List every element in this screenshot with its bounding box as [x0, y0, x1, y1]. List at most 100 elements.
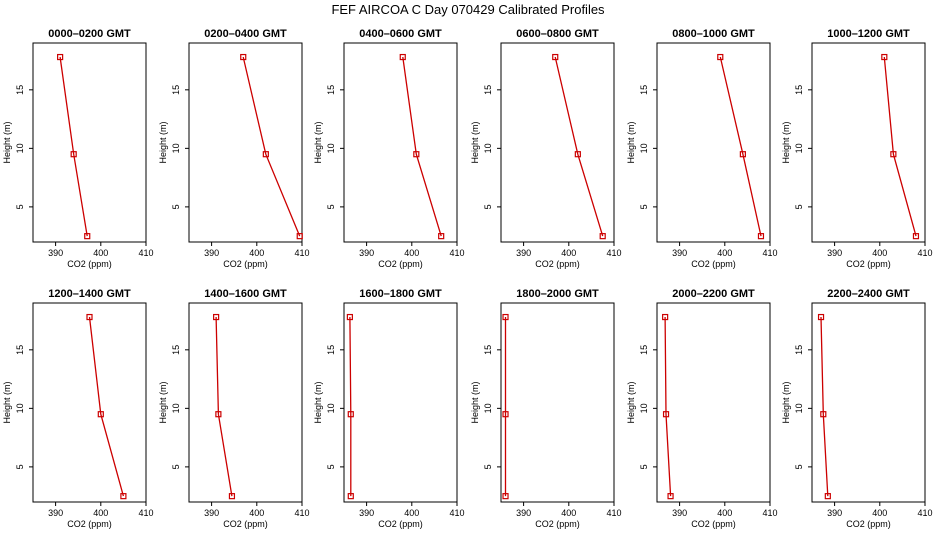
data-point-marker: [881, 53, 888, 61]
data-point-marker: [757, 233, 765, 240]
plot-frame: [811, 302, 926, 503]
panel-title: 1600–1800 GMT: [359, 288, 442, 300]
y-axis-label: Height (m): [158, 381, 168, 423]
plot-frame: [343, 302, 458, 503]
y-tick-label: 15: [639, 345, 649, 355]
plot-frame: [32, 42, 147, 243]
y-tick-label: 5: [794, 464, 804, 469]
x-axis-label: CO2 (ppm): [67, 519, 112, 529]
data-point-marker: [890, 151, 897, 158]
y-tick-label: 15: [15, 345, 25, 355]
y-tick-label: 15: [794, 345, 804, 355]
y-axis-label: Height (m): [470, 121, 480, 163]
profile-line: [59, 56, 88, 237]
data-point-marker: [824, 493, 831, 500]
data-point-marker: [817, 313, 825, 321]
data-point-marker: [438, 233, 445, 240]
y-tick-label: 10: [794, 143, 804, 153]
y-tick-label: 5: [171, 204, 181, 209]
x-tick-label: 390: [359, 248, 374, 258]
x-tick-label: 400: [561, 508, 576, 518]
x-tick-label: 400: [872, 248, 887, 258]
panel-title: 0400–0600 GMT: [359, 28, 442, 40]
profile-line: [554, 56, 604, 237]
y-axis-label: Height (m): [626, 381, 636, 423]
data-point-marker: [662, 411, 670, 418]
x-axis-label: CO2 (ppm): [691, 259, 736, 269]
plot-frame: [656, 302, 771, 503]
data-point-marker: [662, 313, 669, 321]
x-tick-label: 410: [606, 248, 621, 258]
x-tick-label: 390: [204, 508, 219, 518]
data-point-marker: [240, 53, 247, 61]
x-tick-label: 410: [449, 248, 464, 258]
x-tick-label: 400: [249, 508, 264, 518]
x-tick-label: 390: [48, 248, 63, 258]
data-point-marker: [215, 411, 222, 418]
data-point-marker: [70, 151, 77, 158]
x-tick-label: 410: [138, 508, 153, 518]
y-tick-label: 15: [794, 85, 804, 95]
x-tick-label: 410: [449, 508, 464, 518]
data-point-marker: [599, 233, 606, 240]
data-point-marker: [346, 313, 353, 321]
x-tick-label: 390: [359, 508, 374, 518]
y-axis-label: Height (m): [470, 381, 480, 423]
data-point-marker: [502, 313, 509, 321]
profile-line: [242, 56, 301, 237]
data-point-marker: [820, 411, 827, 418]
profile-line: [88, 316, 125, 497]
x-tick-label: 390: [204, 248, 219, 258]
profile-panel: 0400–0600 GMT 390 400 410 5 10 15 CO2 (ppm) Heig…: [313, 28, 465, 269]
x-tick-label: 410: [138, 248, 153, 258]
y-tick-label: 10: [326, 143, 336, 153]
x-tick-label: 390: [672, 248, 687, 258]
profile-panel: 2200–2400 GMT 390 400 410 5 10 15 CO2 (ppm) Heig…: [781, 288, 933, 529]
y-tick-label: 10: [171, 403, 181, 413]
x-tick-label: 390: [827, 248, 842, 258]
x-axis-label: CO2 (ppm): [223, 259, 268, 269]
x-tick-label: 400: [249, 248, 264, 258]
y-tick-label: 15: [483, 85, 493, 95]
data-point-marker: [739, 151, 746, 158]
data-point-marker: [84, 233, 91, 240]
x-tick-label: 400: [561, 248, 576, 258]
profile-panel: 1400–1600 GMT 390 400 410 5 10 15 CO2 (ppm) Heig…: [158, 288, 310, 529]
x-axis-label: CO2 (ppm): [535, 519, 580, 529]
y-tick-label: 5: [15, 204, 25, 209]
y-axis-label: Height (m): [781, 381, 791, 423]
y-tick-label: 10: [171, 143, 181, 153]
data-point-marker: [57, 53, 64, 61]
profile-line: [820, 316, 829, 497]
panel-title: 0600–0800 GMT: [516, 28, 599, 40]
x-tick-label: 400: [404, 248, 419, 258]
data-point-marker: [413, 151, 420, 158]
data-point-marker: [912, 233, 920, 240]
x-tick-label: 390: [672, 508, 687, 518]
plot-frame: [188, 302, 303, 503]
y-tick-label: 5: [483, 464, 493, 469]
y-tick-label: 5: [639, 464, 649, 469]
x-tick-label: 390: [516, 508, 531, 518]
y-tick-label: 10: [483, 143, 493, 153]
plot-frame: [32, 302, 147, 503]
data-point-marker: [228, 493, 236, 500]
plot-frame: [343, 42, 458, 243]
x-tick-label: 410: [294, 508, 309, 518]
profile-panel: 1800–2000 GMT 390 400 410 5 10 15 CO2 (ppm) Heig…: [470, 288, 622, 529]
x-tick-label: 390: [827, 508, 842, 518]
y-tick-label: 5: [15, 464, 25, 469]
panel-title: 0000–0200 GMT: [48, 28, 131, 40]
y-tick-label: 10: [326, 403, 336, 413]
profile-panel: 2000–2200 GMT 390 400 410 5 10 15 CO2 (ppm) Heig…: [626, 288, 778, 529]
profile-line: [349, 316, 352, 497]
x-tick-label: 400: [93, 248, 108, 258]
data-point-marker: [399, 53, 406, 61]
y-axis-label: Height (m): [313, 381, 323, 423]
x-axis-label: CO2 (ppm): [846, 259, 891, 269]
profile-line: [402, 56, 442, 237]
x-tick-label: 400: [872, 508, 887, 518]
y-tick-label: 15: [171, 85, 181, 95]
data-point-marker: [296, 233, 303, 240]
